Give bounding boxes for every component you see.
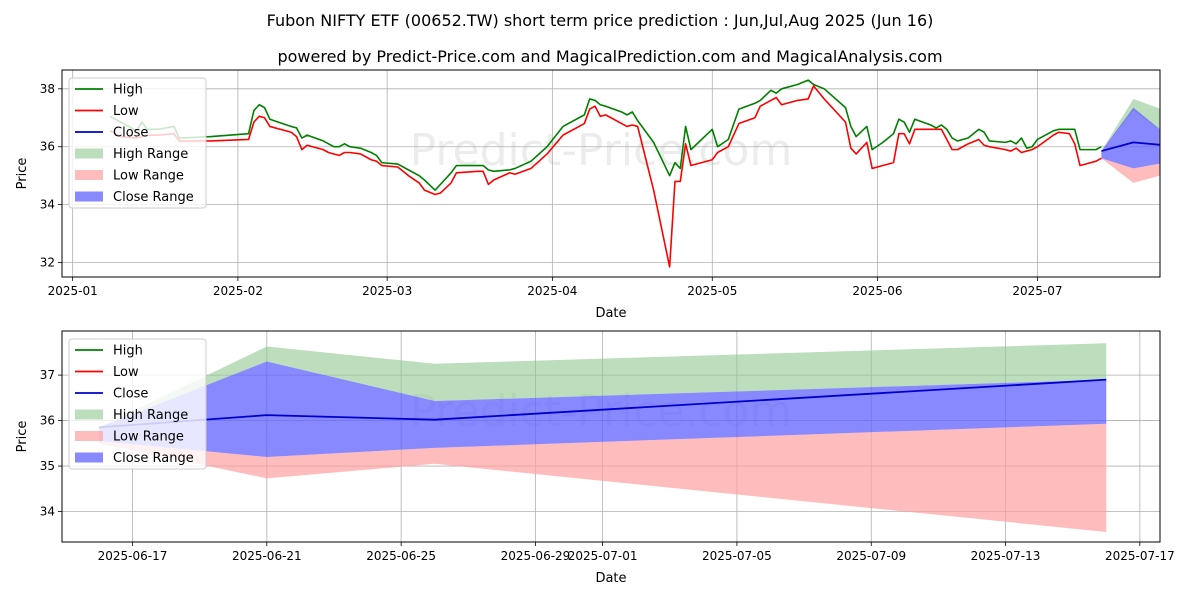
x-tick-label: 2025-06-25 — [366, 549, 436, 563]
legend-swatch-patch — [75, 148, 103, 159]
x-tick-label: 2025-05 — [687, 284, 737, 298]
legend-label: Close — [113, 387, 148, 402]
close-forecast-line — [1101, 141, 1160, 152]
legend-swatch-patch — [75, 431, 103, 441]
plot-area — [98, 343, 1107, 532]
x-tick-label: 2025-07 — [1012, 284, 1062, 298]
plot-area — [109, 79, 1160, 268]
plot-frame — [61, 330, 1161, 543]
y-tick-label: 34 — [40, 505, 55, 519]
legend-label: Low Range — [113, 169, 184, 184]
x-tick-label: 2025-07-13 — [971, 549, 1041, 563]
legend-swatch-patch — [75, 409, 103, 420]
x-tick-label: 2025-06-21 — [232, 549, 302, 563]
x-tick-label: 2025-06-17 — [98, 549, 168, 563]
legend-label: High Range — [113, 147, 188, 162]
legend-box — [68, 77, 207, 209]
x-tick-label: 2025-06 — [852, 284, 902, 298]
legend-swatch-patch — [75, 452, 103, 463]
legend-label: Close Range — [113, 451, 194, 466]
legend: High Low Close High Range Low Range Close Ran… — [68, 338, 207, 470]
legend-label: Close Range — [113, 190, 194, 205]
x-tick-label: 2025-04 — [527, 284, 577, 298]
x-axis-label: Date — [595, 571, 626, 586]
legend-label: High — [113, 83, 143, 98]
high-series-line — [109, 79, 1102, 191]
x-axis-label: Date — [595, 306, 626, 321]
y-axis-label: Price — [15, 158, 30, 190]
y-axis-label: Price — [15, 421, 30, 453]
x-tick-label: 2025-07-01 — [568, 549, 638, 563]
legend: High Low Close High Range Low Range Close Ran… — [68, 77, 207, 209]
high-range-band — [98, 343, 1107, 428]
legend-label: Low — [113, 104, 139, 119]
history-panel: Predict-Price.com 32 34 36 38 2025-01 2025-02 2… — [15, 69, 1161, 321]
legend-label: Close — [113, 126, 148, 141]
low-series-line — [109, 85, 1102, 268]
y-tick-label: 37 — [40, 368, 55, 382]
x-tick-label: 2025-01 — [48, 284, 98, 298]
x-tick-label: 2025-06-29 — [501, 549, 571, 563]
legend-label: Low — [113, 365, 139, 380]
y-tick-label: 35 — [40, 459, 55, 473]
chart-title: Fubon NIFTY ETF (00652.TW) short term pr… — [267, 11, 934, 30]
y-tick-label: 38 — [40, 82, 55, 96]
high-range-band — [1101, 98, 1160, 152]
legend-label: Low Range — [113, 430, 184, 445]
legend-swatch-patch — [75, 170, 103, 180]
y-tick-label: 32 — [40, 256, 55, 270]
legend-box — [68, 338, 207, 470]
y-tick-label: 34 — [40, 198, 55, 212]
y-tick-label: 36 — [40, 414, 55, 428]
plot-frame — [61, 69, 1161, 278]
y-tick-label: 36 — [40, 140, 55, 154]
legend-label: High — [113, 344, 143, 359]
legend-label: High Range — [113, 408, 188, 423]
legend-swatch-patch — [75, 191, 103, 202]
low-range-band — [98, 423, 1107, 532]
forecast-panel: Predict-Price.com343536372025-06-172025-… — [15, 330, 1175, 586]
x-tick-label: 2025-07-17 — [1105, 549, 1175, 563]
x-tick-label: 2025-07-09 — [836, 549, 906, 563]
x-tick-label: 2025-03 — [362, 284, 412, 298]
watermark-text: Predict-Price.com — [410, 125, 793, 176]
chart-subtitle: powered by Predict-Price.com and Magical… — [277, 47, 942, 66]
close-range-band — [1101, 107, 1160, 169]
x-tick-label: 2025-07-05 — [702, 549, 772, 563]
x-tick-label: 2025-02 — [213, 284, 263, 298]
low-range-band — [1101, 158, 1160, 183]
